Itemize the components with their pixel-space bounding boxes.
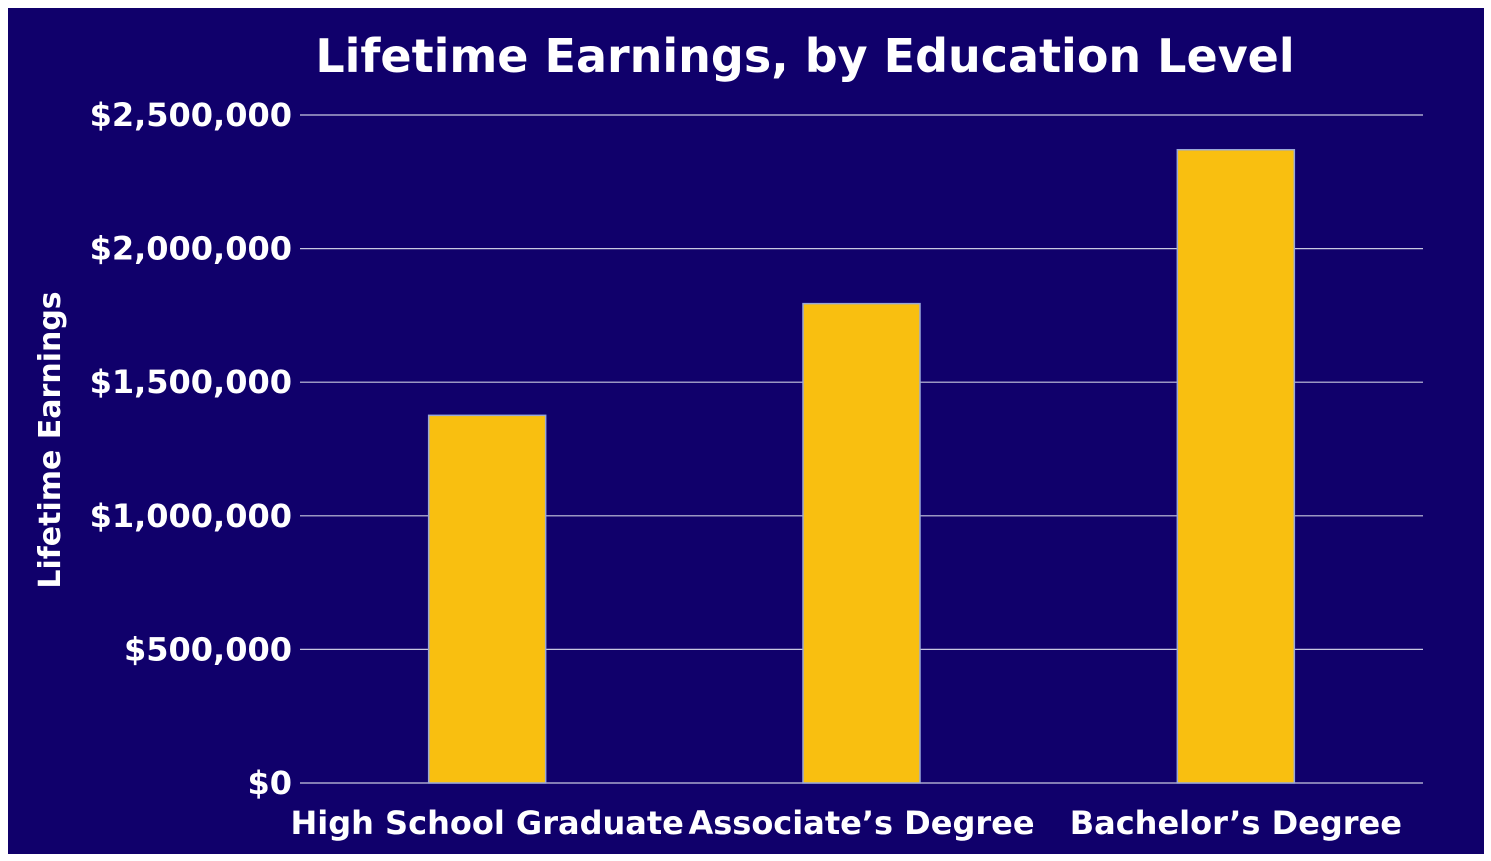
x-tick-label: Associate’s Degree xyxy=(688,804,1034,842)
y-axis-ticks: $0 $500,000 $1,000,000 $1,500,000 $2,000,000… xyxy=(90,96,292,802)
bar xyxy=(1176,148,1296,784)
x-tick-label: High School Graduate xyxy=(290,804,683,842)
y-axis-label: Lifetime Earnings xyxy=(33,291,68,588)
x-axis-ticks: High School Graduate Associate’s Degree Ba… xyxy=(290,804,1401,842)
bars xyxy=(427,148,1296,784)
x-tick-label: Bachelor’s Degree xyxy=(1070,804,1402,842)
bar xyxy=(802,302,921,784)
y-tick-label: $500,000 xyxy=(124,630,292,668)
y-tick-label: $2,500,000 xyxy=(90,96,292,134)
y-tick-label: $1,000,000 xyxy=(90,497,292,535)
chart-title: Lifetime Earnings, by Education Level xyxy=(315,29,1294,83)
y-tick-label: $1,500,000 xyxy=(90,363,292,401)
y-tick-label: $0 xyxy=(247,764,292,802)
y-tick-label: $2,000,000 xyxy=(90,230,292,268)
bar xyxy=(427,414,547,784)
